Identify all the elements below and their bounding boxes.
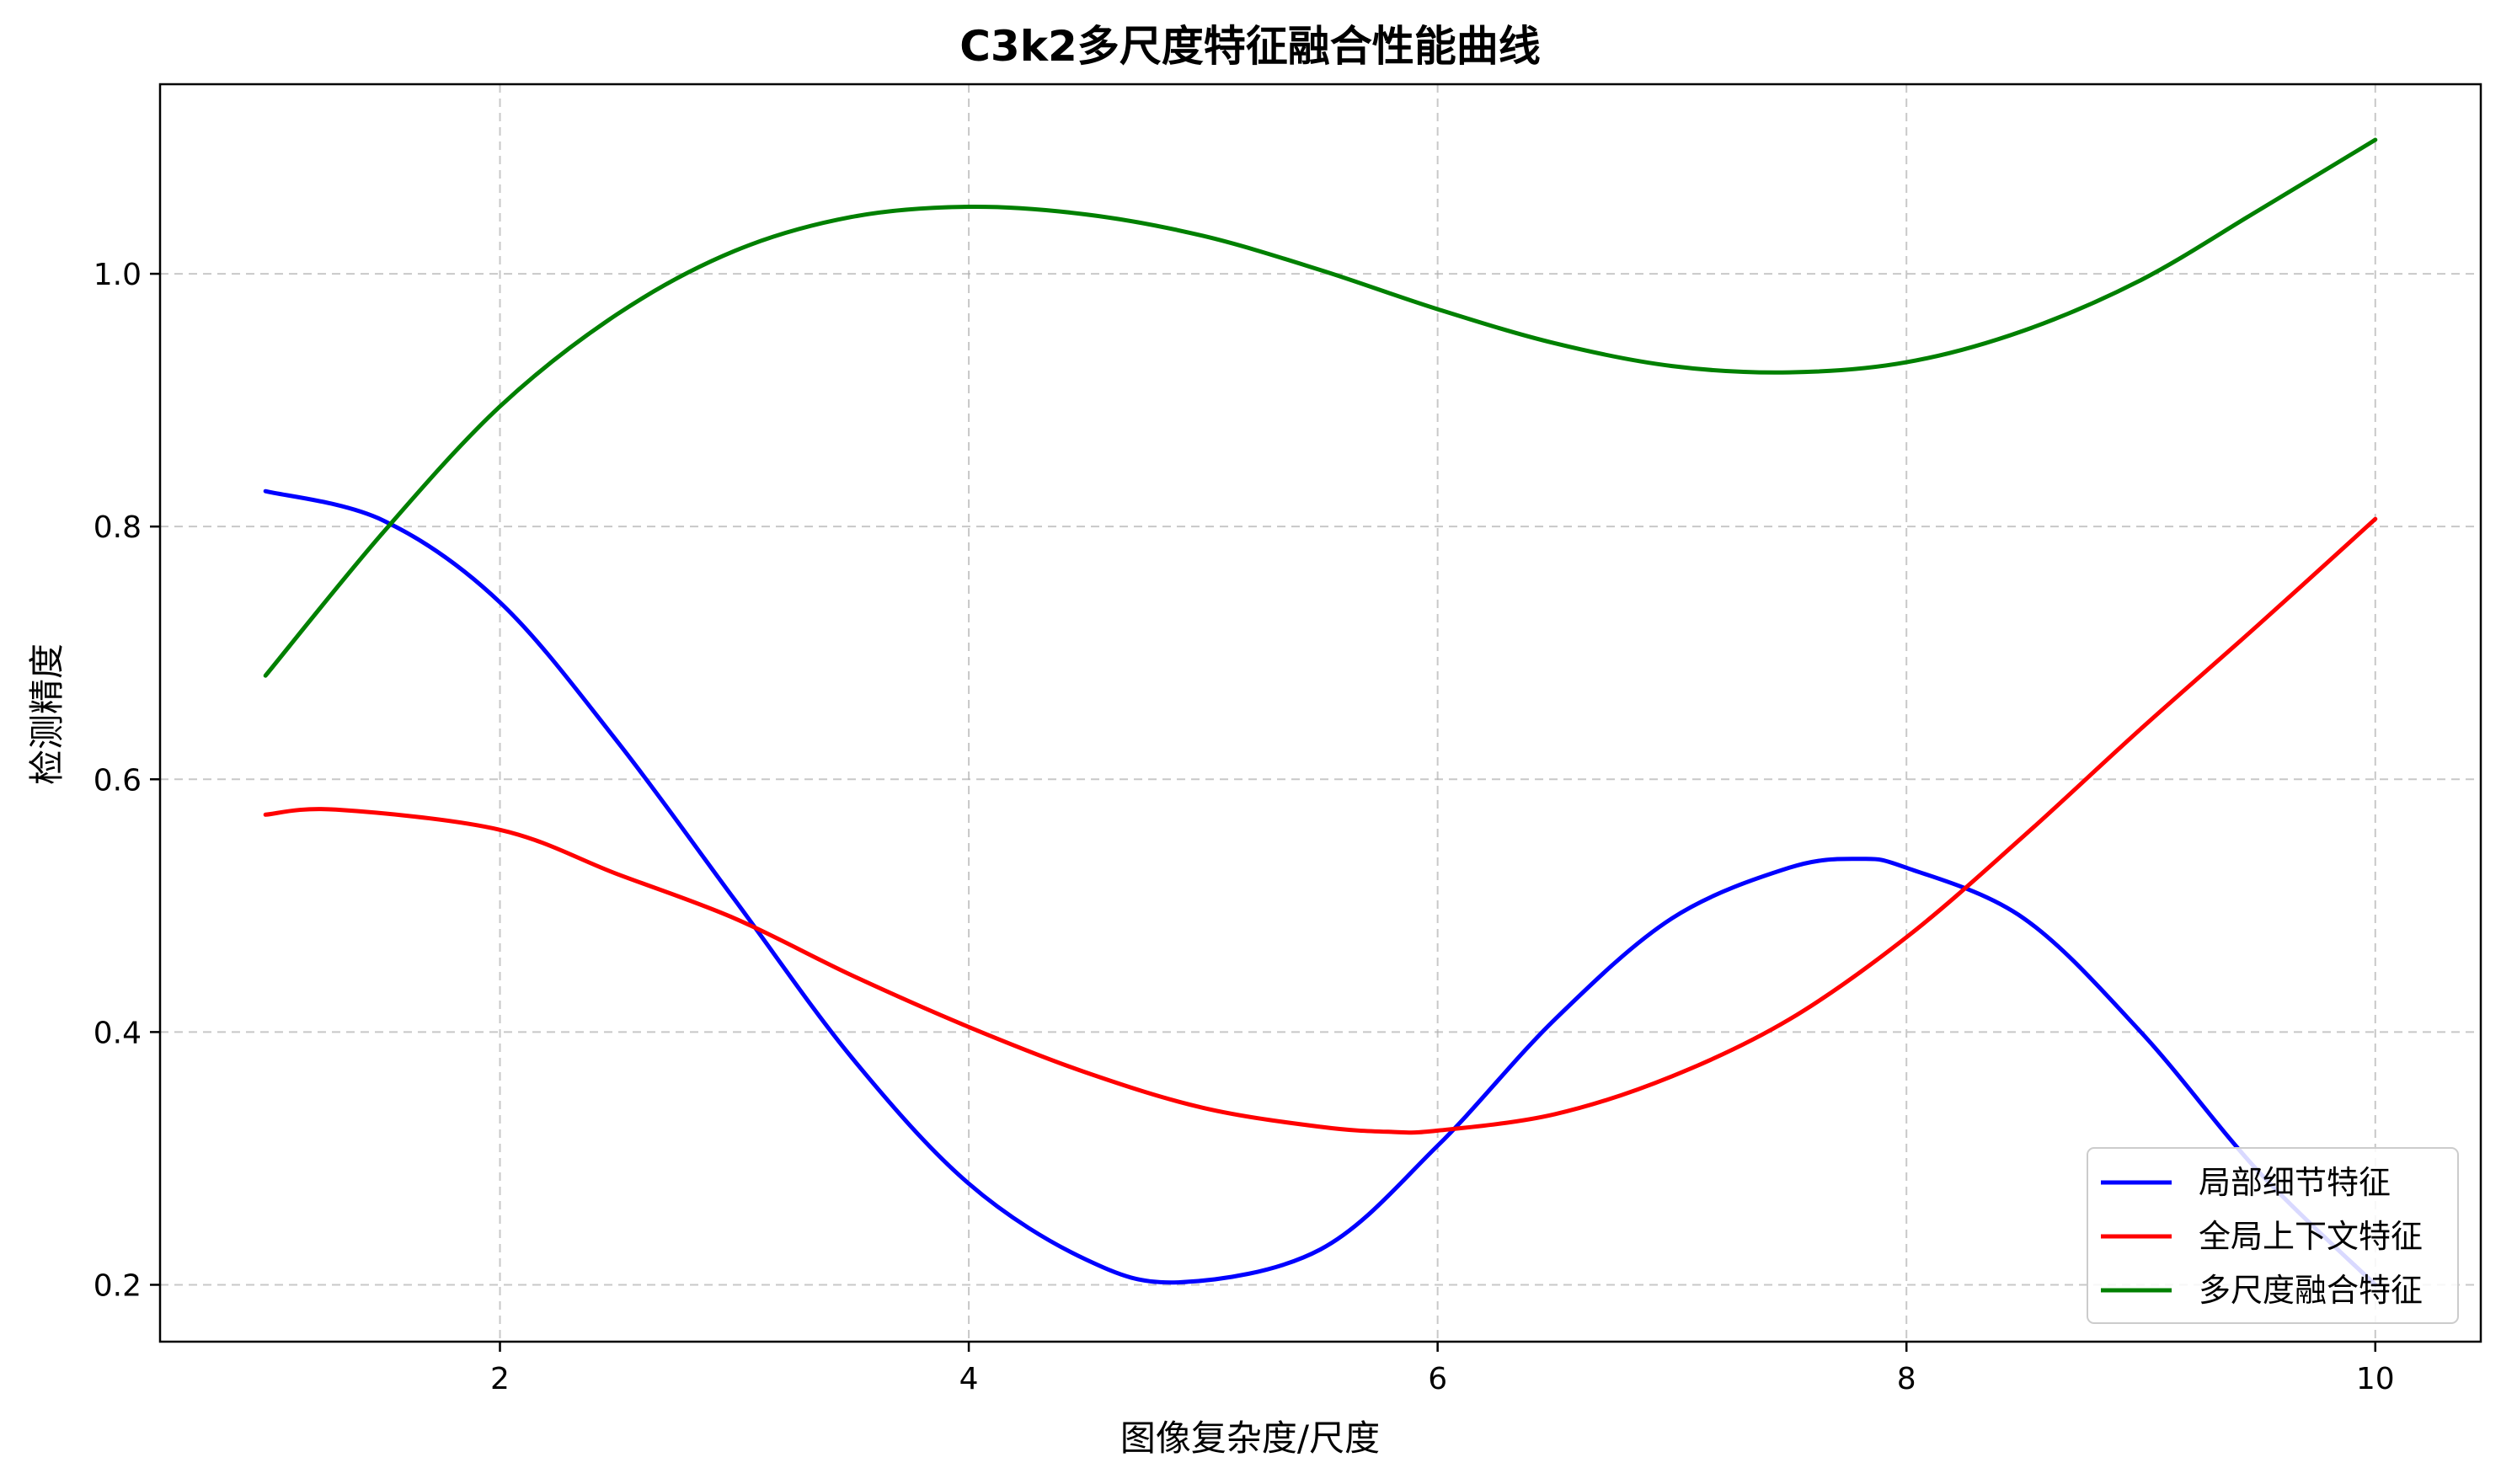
plot-frame <box>158 83 2482 1343</box>
y-tick-label: 0.2 <box>94 1268 142 1303</box>
x-tick-label: 4 <box>959 1362 979 1396</box>
x-tick-label: 6 <box>1428 1362 1447 1396</box>
series-line-1 <box>263 488 2378 1287</box>
legend-label: 多尺度融合特征 <box>2199 1272 2423 1309</box>
y-axis-label: 检测精度 <box>26 643 67 785</box>
series-line-2 <box>263 516 2378 1135</box>
series-line-3 <box>263 137 2378 678</box>
y-tick-label: 0.6 <box>94 763 142 798</box>
y-tick-label: 0.8 <box>94 510 142 545</box>
legend-label: 全局上下文特征 <box>2199 1218 2423 1255</box>
y-axis: 0.2 0.4 0.6 0.8 1.0 <box>94 258 160 1303</box>
legend-box <box>2087 1147 2459 1324</box>
x-tick-label: 2 <box>490 1362 510 1396</box>
x-axis-label: 图像复杂度/尺度 <box>1120 1417 1380 1459</box>
x-tick-label: 8 <box>1897 1362 1916 1396</box>
x-axis: 2 4 6 8 10 <box>490 1342 2395 1396</box>
series-lines <box>263 137 2378 1287</box>
legend-label: 局部细节特征 <box>2199 1164 2391 1201</box>
chart-title: C3k2多尺度特征融合性能曲线 <box>959 22 1541 71</box>
x-tick-label: 10 <box>2356 1362 2395 1396</box>
y-tick-label: 1.0 <box>94 258 142 292</box>
y-tick-label: 0.4 <box>94 1016 142 1050</box>
